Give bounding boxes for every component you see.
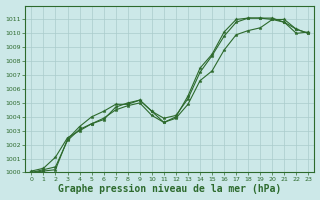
X-axis label: Graphe pression niveau de la mer (hPa): Graphe pression niveau de la mer (hPa) [58,184,282,194]
